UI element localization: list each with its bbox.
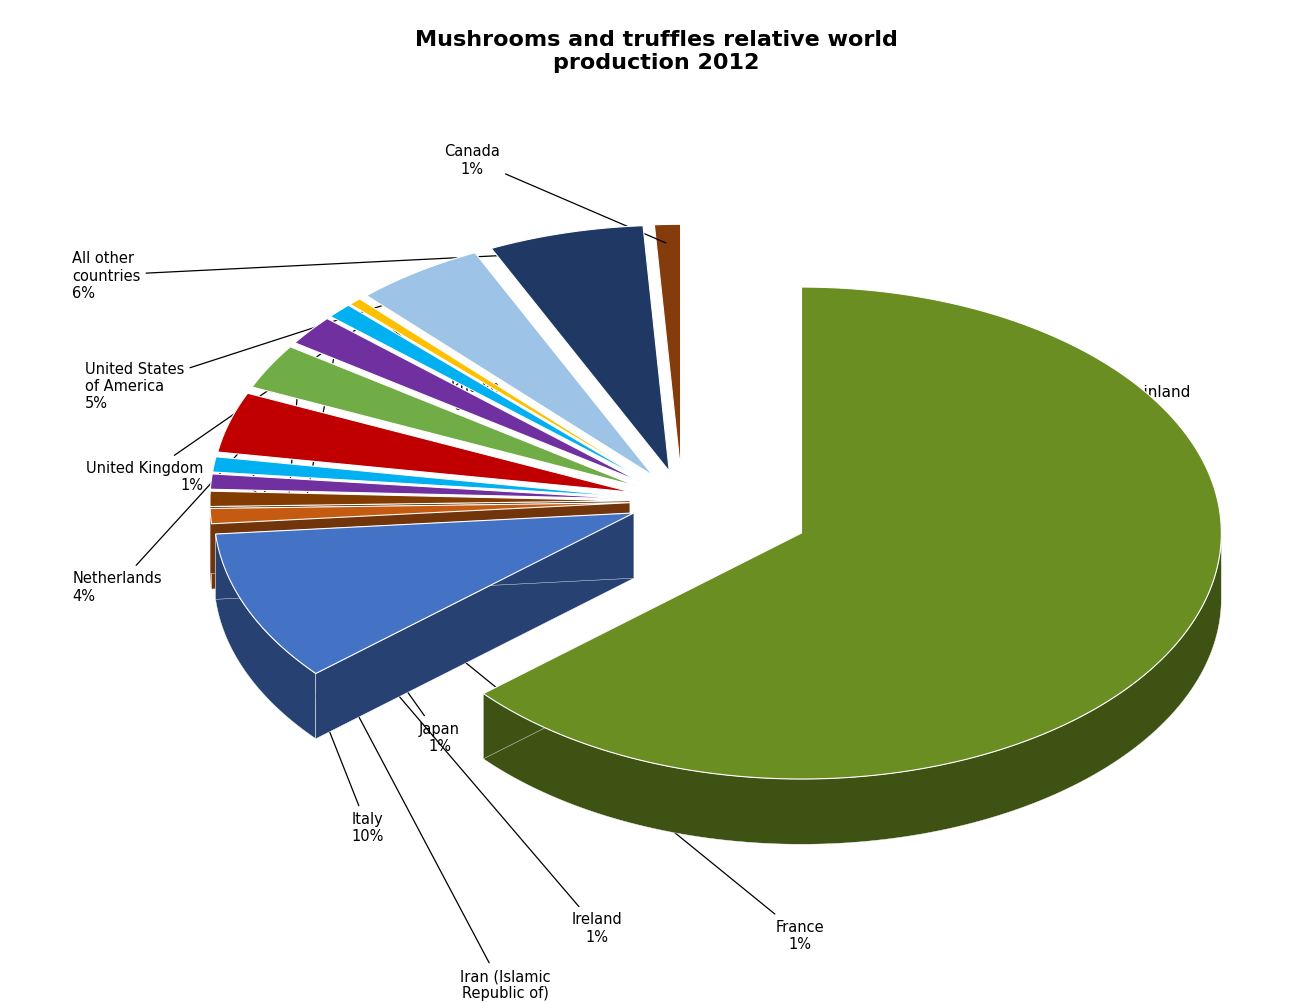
Text: United States
of America
5%: United States of America 5%	[85, 290, 434, 411]
Text: All other
countries
6%: All other countries 6%	[72, 251, 571, 301]
Polygon shape	[215, 535, 316, 739]
Text: Unknown
0%: Unknown 0%	[380, 318, 500, 412]
Text: Italy
10%: Italy 10%	[279, 604, 383, 844]
Text: China, mainland
64%: China, mainland 64%	[1067, 385, 1190, 417]
Polygon shape	[210, 509, 211, 590]
Polygon shape	[483, 534, 802, 759]
Polygon shape	[215, 514, 634, 674]
Polygon shape	[215, 514, 634, 600]
Polygon shape	[350, 300, 646, 479]
Polygon shape	[210, 474, 630, 499]
Text: Netherlands
4%: Netherlands 4%	[72, 430, 260, 603]
Polygon shape	[655, 225, 681, 470]
Polygon shape	[316, 514, 634, 739]
Polygon shape	[295, 319, 642, 482]
Polygon shape	[210, 504, 630, 574]
Text: Poland
3%: Poland 3%	[251, 379, 300, 673]
Polygon shape	[213, 457, 630, 497]
Polygon shape	[211, 504, 630, 590]
Polygon shape	[491, 227, 669, 471]
Text: France
1%: France 1%	[247, 485, 825, 951]
Polygon shape	[210, 491, 630, 508]
Text: Mushrooms and truffles relative world
production 2012: Mushrooms and truffles relative world pr…	[415, 30, 897, 73]
Polygon shape	[210, 502, 630, 573]
Text: Spain
2%: Spain 2%	[274, 346, 336, 573]
Polygon shape	[483, 535, 1221, 845]
Polygon shape	[366, 254, 653, 476]
Polygon shape	[252, 347, 636, 486]
Polygon shape	[331, 306, 644, 480]
Text: Iran (Islamic
Republic of)
1%: Iran (Islamic Republic of) 1%	[245, 502, 551, 1003]
Text: Ireland
1%: Ireland 1%	[245, 518, 622, 944]
Polygon shape	[218, 394, 632, 492]
Text: Canada
1%: Canada 1%	[445, 144, 666, 244]
Text: Japan
1%: Japan 1%	[249, 469, 461, 753]
Polygon shape	[210, 504, 630, 525]
Polygon shape	[483, 288, 1221, 779]
Text: United Kingdom
1%: United Kingdom 1%	[87, 327, 361, 492]
